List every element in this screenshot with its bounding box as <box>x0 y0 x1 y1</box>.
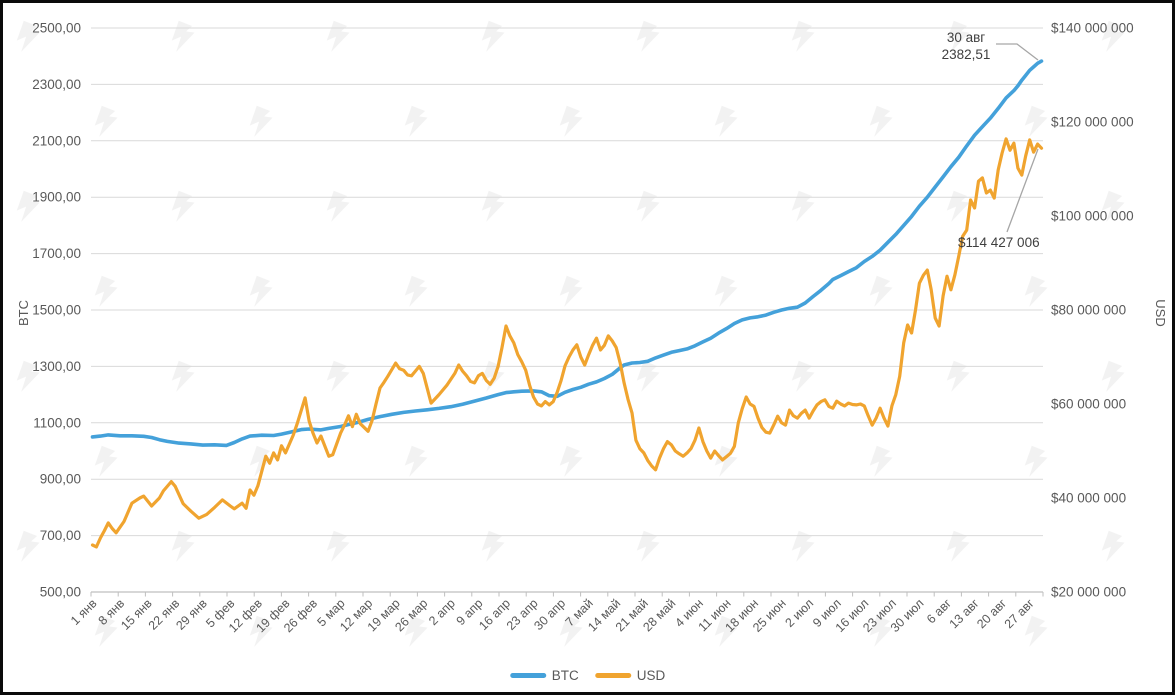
right-axis-tick-label: $20 000 000 <box>1051 585 1126 600</box>
btc-annotation-leader-line <box>996 43 1039 61</box>
left-axis-tick-label: 2300,00 <box>32 77 81 92</box>
right-axis-tick-label: $40 000 000 <box>1051 491 1126 506</box>
btc-annotation-value: 2382,51 <box>941 47 991 62</box>
right-axis-tick-label: $100 000 000 <box>1051 209 1134 224</box>
usd-annotation-value: $114 427 006 <box>958 235 1040 250</box>
left-axis-tick-label: 1500,00 <box>32 303 81 318</box>
legend-item-usd: USD <box>594 668 666 683</box>
usd-annotation-leader-line <box>1006 148 1039 233</box>
x-axis-tick-label: 1 янв <box>68 596 100 628</box>
legend-item-btc: BTC <box>509 668 579 683</box>
btc-line-swatch-icon <box>509 673 546 678</box>
right-axis-tick-label: $120 000 000 <box>1051 115 1134 130</box>
usd-series-line <box>90 137 1044 549</box>
x-axis-tick-label: 2 июл <box>782 596 816 630</box>
left-axis-tick-label: 900,00 <box>40 472 81 487</box>
left-axis-tick-label: 2500,00 <box>32 21 81 36</box>
left-axis-tick-label: 500,00 <box>40 585 81 600</box>
right-axis-tick-label: $140 000 000 <box>1051 21 1134 36</box>
btc-usd-line-chart: 2500,00 2300,00 2100,00 1900,00 1700,00 1500,… <box>13 18 1134 648</box>
x-axis-tick-label: 29 янв <box>173 596 210 633</box>
right-axis-title: USD <box>1153 299 1168 327</box>
legend-label-btc: BTC <box>551 668 579 683</box>
left-axis-title: BTC <box>16 300 31 326</box>
left-axis-tick-label: 2100,00 <box>32 133 81 148</box>
legend: BTC USD <box>509 668 666 683</box>
btc-annotation-date: 30 авг <box>946 30 986 45</box>
right-axis-tick-label: $80 000 000 <box>1051 303 1126 318</box>
btc-endpoint-annotation: 30 авг 2382,51 <box>920 29 1012 63</box>
left-axis-tick-label: 1100,00 <box>33 415 81 430</box>
x-axis-tick-label: 2 апр <box>426 596 458 628</box>
left-axis-tick-label: 700,00 <box>40 528 81 543</box>
right-axis-tick-label: $60 000 000 <box>1051 397 1126 412</box>
x-axis-tick-label: 13 авг <box>947 596 982 631</box>
left-axis-tick-label: 1900,00 <box>32 190 81 205</box>
usd-line-swatch-icon <box>594 673 631 678</box>
usd-endpoint-annotation: $114 427 006 <box>958 234 1040 251</box>
btc-series-line <box>90 59 1044 448</box>
x-axis-tick-label: 20 авг <box>974 596 1009 631</box>
legend-label-usd: USD <box>636 668 666 683</box>
left-axis-tick-label: 1700,00 <box>32 246 81 261</box>
left-axis-tick-label: 1300,00 <box>32 359 81 374</box>
forklog-logo-watermark <box>13 18 1128 648</box>
